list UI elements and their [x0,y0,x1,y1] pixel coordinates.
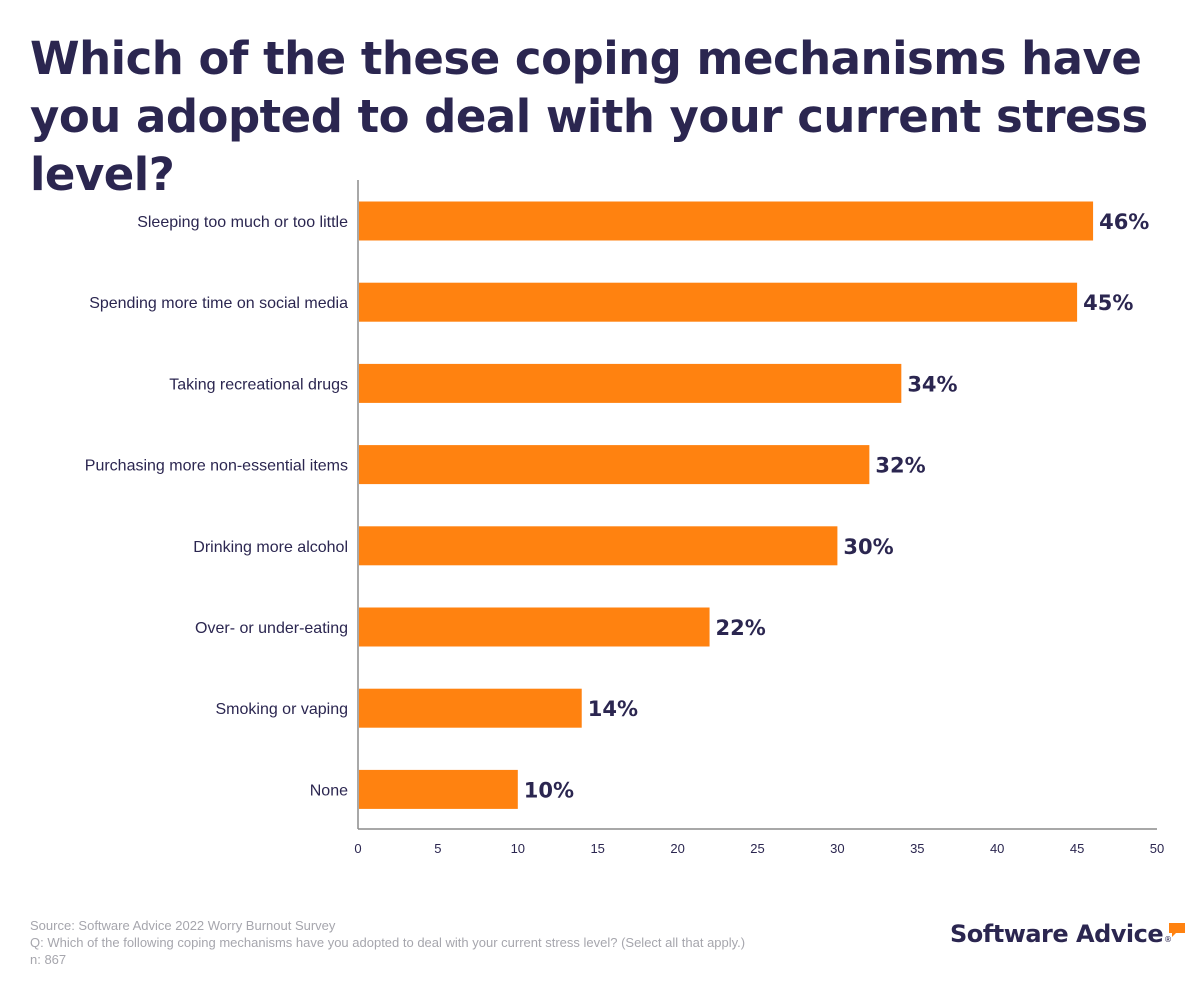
category-label: Taking recreational drugs [169,376,348,393]
chart-title: Which of the these coping mechanisms hav… [30,32,1148,201]
x-tick-label: 40 [990,841,1004,856]
bar-chart: Sleeping too much or too little Spending … [85,180,1164,856]
category-label: Purchasing more non-essential items [85,458,348,475]
registered-mark: ® [1164,935,1172,944]
chart-footer: Source: Software Advice 2022 Worry Burno… [30,917,745,968]
value-label: 32% [875,454,925,478]
sample-size-note: n: 867 [30,952,67,967]
source-note: Source: Software Advice 2022 Worry Burno… [30,918,336,933]
x-tick-label: 25 [750,841,764,856]
value-label: 30% [843,535,893,559]
x-tick-label: 5 [434,841,441,856]
value-labels: 46% 45% 34% 32% 30% 22% 14% 10% [524,210,1150,802]
value-label: 46% [1099,210,1149,234]
category-labels: Sleeping too much or too little Spending … [85,214,348,799]
x-tick-label: 35 [910,841,924,856]
value-label: 45% [1083,291,1133,315]
bar [359,769,518,809]
value-label: 14% [588,697,638,721]
x-tick-label: 20 [670,841,684,856]
category-label: Over- or under-eating [195,620,348,637]
x-tick-label: 10 [511,841,525,856]
bar [359,201,1094,241]
category-label: Spending more time on social media [89,295,348,312]
bar [359,526,838,566]
value-label: 10% [524,778,574,802]
x-tick-label: 45 [1070,841,1084,856]
bar [359,445,870,485]
x-tick-label: 30 [830,841,844,856]
software-advice-logo: Software Advice ® [950,920,1186,948]
category-label: Drinking more alcohol [193,539,348,556]
x-tick-label: 15 [590,841,604,856]
speech-bubble-icon: ® [1164,923,1186,944]
question-note: Q: Which of the following coping mechani… [30,935,746,950]
bar [359,607,710,647]
bar [359,363,902,403]
x-tick-label: 50 [1150,841,1164,856]
value-label: 22% [716,616,766,640]
bar [359,688,582,728]
bars-group [359,201,1094,809]
bar [359,282,1078,322]
x-tick-label: 0 [354,841,361,856]
x-axis-ticks: 0 5 10 15 20 25 30 35 40 45 50 [354,841,1164,856]
logo-text: Software Advice [950,920,1164,948]
category-label: None [310,782,348,799]
category-label: Sleeping too much or too little [137,214,348,231]
value-label: 34% [907,372,957,396]
category-label: Smoking or vaping [215,701,348,718]
